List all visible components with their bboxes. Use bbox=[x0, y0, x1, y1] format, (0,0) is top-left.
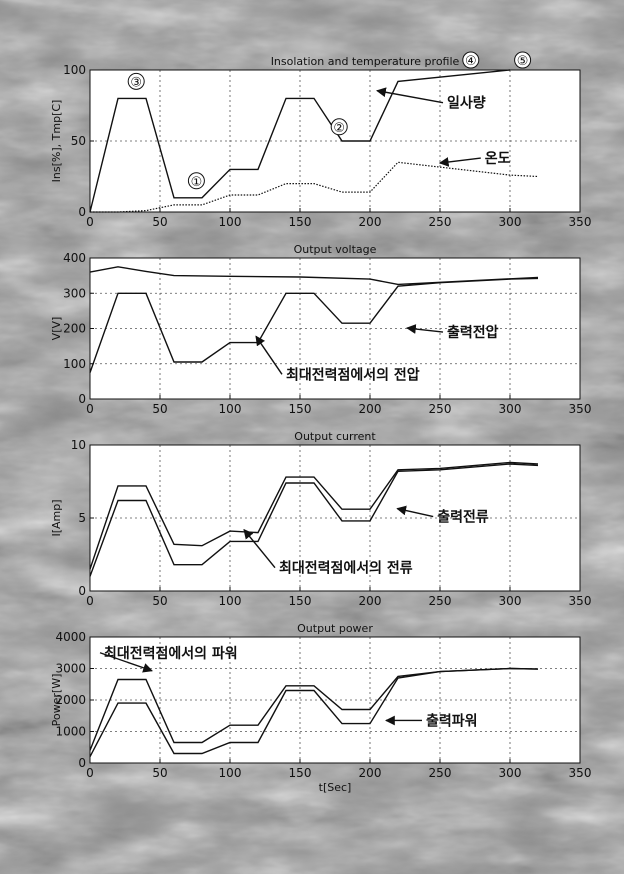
x-tick-label: 300 bbox=[499, 402, 522, 416]
y-tick-label: 100 bbox=[63, 63, 86, 77]
annotation-label: 최대전력점에서의 전압 bbox=[286, 366, 420, 383]
annotation-label: 온도 bbox=[485, 151, 511, 167]
chart-title: Output current bbox=[294, 430, 376, 443]
x-tick-label: 100 bbox=[219, 594, 242, 608]
y-axis-label: Power[W] bbox=[50, 674, 63, 727]
x-tick-label: 200 bbox=[359, 402, 382, 416]
annotation-label: 일사량 bbox=[447, 96, 486, 112]
y-tick-label: 10 bbox=[71, 438, 86, 452]
x-tick-label: 100 bbox=[219, 215, 242, 229]
y-tick-label: 5 bbox=[78, 511, 86, 525]
y-tick-label: 400 bbox=[63, 251, 86, 265]
x-axis-label: t[Sec] bbox=[319, 781, 352, 794]
x-tick-label: 50 bbox=[152, 402, 167, 416]
x-tick-label: 50 bbox=[152, 766, 167, 780]
x-tick-label: 250 bbox=[429, 215, 452, 229]
y-tick-label: 3000 bbox=[55, 662, 86, 676]
x-tick-label: 0 bbox=[86, 594, 94, 608]
x-tick-label: 100 bbox=[219, 766, 242, 780]
x-tick-label: 350 bbox=[569, 402, 592, 416]
x-tick-label: 300 bbox=[499, 215, 522, 229]
y-axis-label: Ins[%], Tmp[C] bbox=[50, 100, 63, 183]
x-tick-label: 0 bbox=[86, 402, 94, 416]
step-marker-label: ② bbox=[333, 121, 345, 136]
x-tick-label: 350 bbox=[569, 215, 592, 229]
annotation-label: 최대전력점에서의 전류 bbox=[279, 560, 413, 577]
y-axis-label: I[Amp] bbox=[50, 499, 63, 536]
y-tick-label: 0 bbox=[78, 205, 86, 219]
x-tick-label: 150 bbox=[289, 594, 312, 608]
x-tick-label: 350 bbox=[569, 594, 592, 608]
annotation-label: 출력전압 bbox=[447, 324, 499, 341]
x-tick-label: 150 bbox=[289, 766, 312, 780]
y-tick-label: 50 bbox=[71, 134, 86, 148]
step-marker-label: ⑤ bbox=[517, 54, 529, 69]
x-tick-label: 0 bbox=[86, 766, 94, 780]
x-tick-label: 300 bbox=[499, 766, 522, 780]
y-tick-label: 0 bbox=[78, 756, 86, 770]
x-tick-label: 200 bbox=[359, 594, 382, 608]
chart-panel-1: 0 50 100 150 200 250 300 350 0 50 100 Insolation an… bbox=[50, 52, 591, 229]
x-tick-label: 250 bbox=[429, 402, 452, 416]
y-axis-label: V[V] bbox=[50, 317, 63, 341]
annotation-label: 최대전력점에서의 파워 bbox=[104, 645, 238, 662]
x-tick-label: 150 bbox=[289, 402, 312, 416]
chart-title: Output power bbox=[297, 622, 373, 635]
y-tick-label: 300 bbox=[63, 286, 86, 300]
y-tick-label: 200 bbox=[63, 322, 86, 336]
x-tick-label: 200 bbox=[359, 766, 382, 780]
x-tick-label: 50 bbox=[152, 215, 167, 229]
x-tick-label: 0 bbox=[86, 215, 94, 229]
step-marker-label: ③ bbox=[130, 75, 142, 90]
chart-title: Insolation and temperature profile bbox=[271, 55, 460, 68]
y-tick-label: 4000 bbox=[55, 630, 86, 644]
y-tick-label: 0 bbox=[78, 584, 86, 598]
x-tick-label: 350 bbox=[569, 766, 592, 780]
y-tick-label: 0 bbox=[78, 392, 86, 406]
x-tick-label: 300 bbox=[499, 594, 522, 608]
x-tick-label: 50 bbox=[152, 594, 167, 608]
x-tick-label: 250 bbox=[429, 766, 452, 780]
x-tick-label: 200 bbox=[359, 215, 382, 229]
step-marker-label: ① bbox=[191, 175, 203, 190]
chart-title: Output voltage bbox=[294, 243, 377, 256]
step-marker-label: ④ bbox=[465, 54, 477, 69]
annotation-label: 출력파워 bbox=[426, 712, 478, 729]
annotation-label: 출력전류 bbox=[437, 509, 489, 526]
y-tick-label: 100 bbox=[63, 357, 86, 371]
chart-panel-2: 0 50 100 150 200 250 300 350 0 100 200 300 400 Output… bbox=[50, 243, 591, 416]
chart-panel-3: 0 50 100 150 200 250 300 350 0 5 10 Output current I… bbox=[50, 430, 591, 608]
x-tick-label: 250 bbox=[429, 594, 452, 608]
x-tick-label: 150 bbox=[289, 215, 312, 229]
x-tick-label: 100 bbox=[219, 402, 242, 416]
